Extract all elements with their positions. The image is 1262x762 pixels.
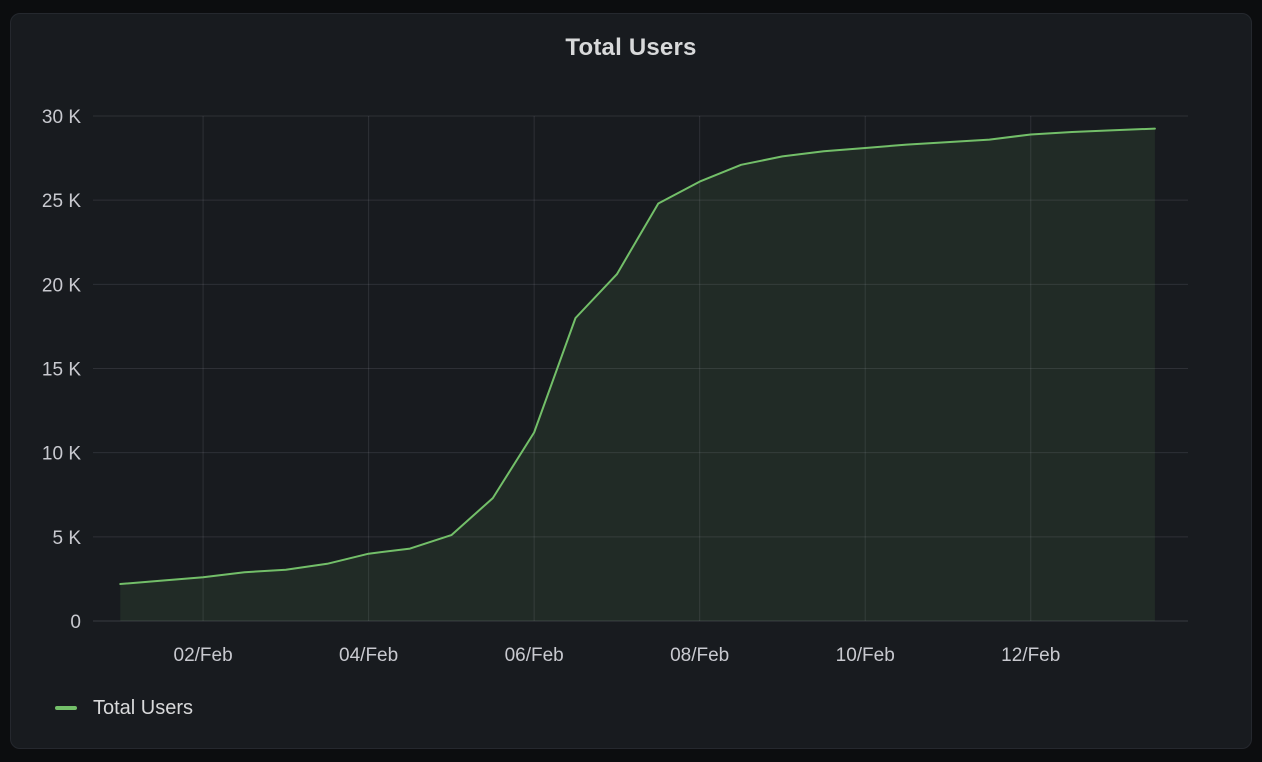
total-users-panel: Total Users 0 5 K 10 K 15 K 20 K 25 K 30 K 02/F… <box>10 13 1252 749</box>
x-tick-label: 12/Feb <box>1001 645 1060 666</box>
y-tick-label: 20 K <box>42 275 81 296</box>
series-line <box>119 127 1156 585</box>
panel-header: Total Users <box>11 34 1251 62</box>
series-line-icon <box>55 706 77 710</box>
x-tick-label: 06/Feb <box>505 645 564 666</box>
y-tick-label: 25 K <box>42 191 81 212</box>
y-tick-label: 30 K <box>42 107 81 128</box>
legend: Total Users <box>55 697 193 719</box>
y-tick-label: 5 K <box>52 528 81 549</box>
y-tick-label: 0 <box>70 612 81 633</box>
y-tick-label: 15 K <box>42 360 81 381</box>
x-tick-label: 10/Feb <box>836 645 895 666</box>
series-area-fill <box>120 128 1155 621</box>
legend-item-total-users[interactable]: Total Users <box>55 697 193 719</box>
x-tick-label: 04/Feb <box>339 645 398 666</box>
time-series-chart[interactable]: 0 5 K 10 K 15 K 20 K 25 K 30 K 02/Feb 04/Feb 06/F… <box>11 14 1251 748</box>
x-tick-label: 02/Feb <box>174 645 233 666</box>
legend-series-label: Total Users <box>93 697 194 719</box>
x-tick-label: 08/Feb <box>670 645 729 666</box>
y-tick-label: 10 K <box>42 444 81 465</box>
panel-title: Total Users <box>565 34 697 61</box>
